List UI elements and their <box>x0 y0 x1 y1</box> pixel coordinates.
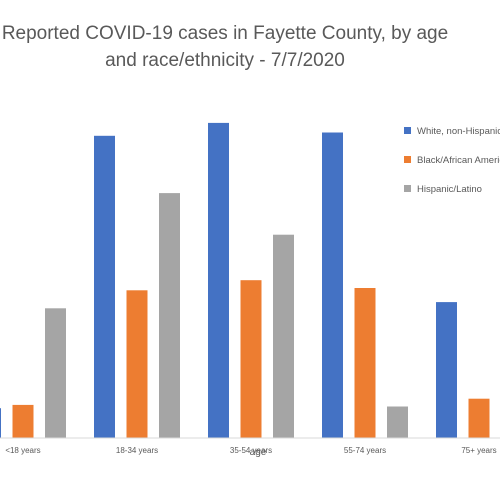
legend-item-hispanic: Hispanic/Latino <box>404 184 500 196</box>
bar-hispanic-1 <box>159 193 180 438</box>
legend-label-white: White, non-Hispanic <box>417 126 500 137</box>
legend-label-hispanic: Hispanic/Latino <box>417 184 482 195</box>
bar-black-2 <box>240 280 262 438</box>
bar-black-1 <box>126 290 148 438</box>
bar-black-3 <box>354 288 376 438</box>
legend-swatch-white <box>404 126 411 134</box>
legend-swatch-black <box>404 155 411 163</box>
x-tick-label: 35-54 years <box>230 446 272 455</box>
legend-swatch-hispanic <box>404 184 411 192</box>
bar-white-3 <box>322 132 343 438</box>
x-axis-title: age <box>250 447 267 458</box>
bar-white-1 <box>94 135 115 439</box>
bar-hispanic-0 <box>45 308 66 438</box>
bar-white-2 <box>208 122 229 439</box>
bar-hispanic-2 <box>273 234 294 438</box>
chart-title: Reported COVID-19 cases in Fayette Count… <box>1 23 449 71</box>
bar-black-0 <box>12 404 34 438</box>
x-tick-labels: <18 years 18-34 years 35-54 years 55-74 yea… <box>5 446 496 455</box>
bars-group <box>0 122 490 439</box>
legend-item-white: White, non-Hispanic <box>404 126 500 138</box>
x-tick-label: 75+ years <box>461 446 496 455</box>
legend-item-black: Black/African American <box>404 155 500 167</box>
x-tick-label: 18-34 years <box>116 446 158 455</box>
legend: White, non-Hispanic Black/African Americ… <box>404 126 500 213</box>
bar-hispanic-3 <box>387 406 408 438</box>
legend-label-black: Black/African American <box>417 155 500 166</box>
bar-black-4 <box>468 398 490 438</box>
x-tick-label: 55-74 years <box>344 446 386 455</box>
bar-white-4 <box>436 302 457 438</box>
x-tick-label: <18 years <box>5 446 40 455</box>
bar-white-0 <box>0 408 1 438</box>
